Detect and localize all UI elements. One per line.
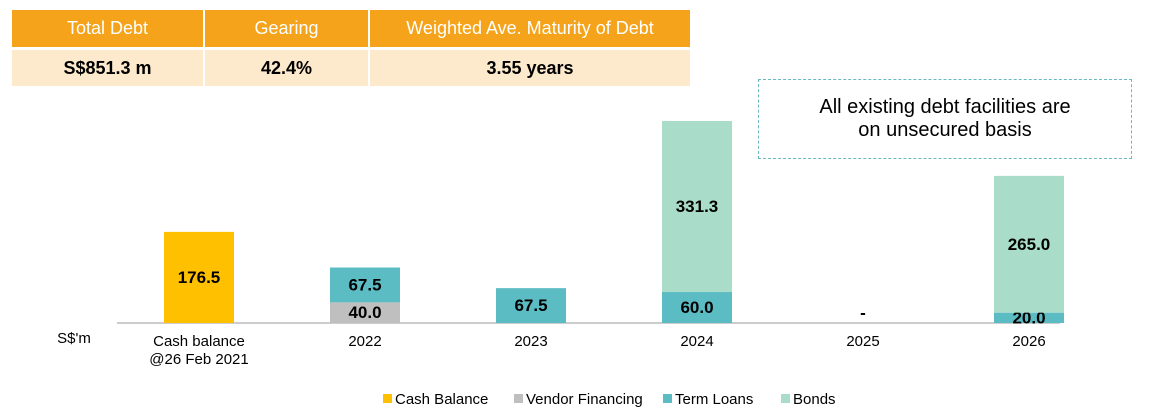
x-tick-label: Cash balance @26 Feb 2021: [149, 333, 248, 368]
legend-label: Cash Balance: [395, 391, 488, 408]
table-value: 42.4%: [205, 50, 368, 86]
x-tick-label: 2025: [846, 333, 879, 350]
data-label: 176.5: [178, 268, 221, 287]
legend-swatch: [663, 394, 672, 403]
legend-label: Vendor Financing: [526, 391, 643, 408]
callout: All existing debt facilities are on unse…: [758, 79, 1132, 159]
bar-segment: [662, 120, 732, 293]
y-axis-label: S$'m: [57, 330, 91, 347]
bar-segment: [994, 175, 1064, 313]
legend-label: Bonds: [793, 391, 836, 408]
legend-label: Term Loans: [675, 391, 753, 408]
data-label: 60.0: [680, 298, 713, 317]
table-value: S$851.3 m: [12, 50, 203, 86]
bar-segment: [496, 288, 566, 323]
table-header: Gearing: [205, 10, 368, 47]
bar-segment: [330, 302, 400, 323]
legend-swatch: [383, 394, 392, 403]
data-label: 67.5: [348, 275, 381, 294]
table-header: Weighted Ave. Maturity of Debt: [370, 10, 690, 47]
data-label: 20.0: [1012, 308, 1045, 327]
x-tick-label: 2026: [1012, 333, 1045, 350]
data-label: 40.0: [348, 303, 381, 322]
table-value: 3.55 years: [370, 50, 690, 86]
x-tick-label: 2022: [348, 333, 381, 350]
data-label: -: [860, 303, 866, 322]
bar-segment: [662, 292, 732, 323]
data-label: 331.3: [676, 197, 719, 216]
data-label: 67.5: [514, 296, 547, 315]
legend-swatch: [781, 394, 790, 403]
bar-segment: [164, 231, 234, 323]
bar-segment: [330, 267, 400, 303]
legend-swatch: [514, 394, 523, 403]
bar-segment: [994, 312, 1064, 323]
data-label: 265.0: [1008, 235, 1051, 254]
table-header: Total Debt: [12, 10, 203, 47]
x-tick-label: 2024: [680, 333, 713, 350]
x-tick-label: 2023: [514, 333, 547, 350]
